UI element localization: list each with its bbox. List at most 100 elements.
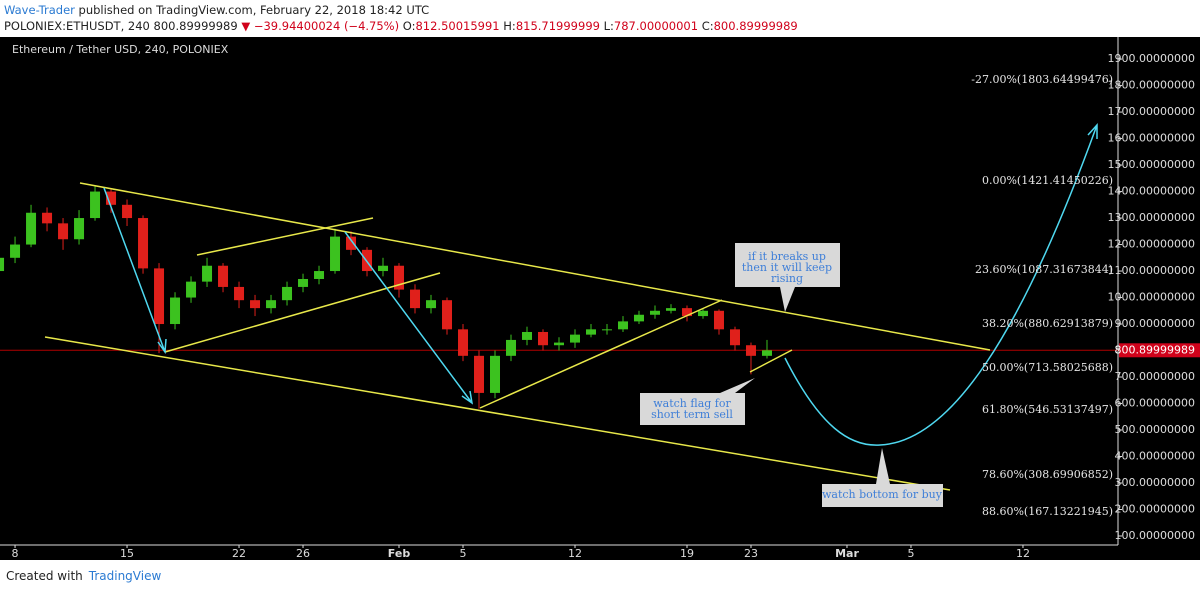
trend-line — [196, 217, 374, 256]
candle-body — [649, 310, 660, 315]
candle-body — [410, 289, 421, 309]
candle-body — [234, 286, 245, 301]
ohlc-value: 815.71999999 — [515, 19, 600, 33]
fib-level-label: -27.00%(1803.64499476) — [971, 73, 1113, 86]
candle-body — [250, 300, 261, 309]
candle-body — [490, 355, 501, 393]
x-tick-label: 22 — [232, 547, 246, 560]
candle-body — [617, 321, 628, 330]
candle-body — [394, 265, 405, 290]
ohlc-value: 787.00000001 — [613, 19, 699, 33]
fib-level-label: 23.60%(1087.31673844) — [975, 263, 1113, 276]
candle-body — [218, 265, 229, 287]
ohlc-label: H: — [503, 19, 516, 33]
brand[interactable]: TradingView — [88, 569, 162, 583]
chart: Ethereum / Tether USD, 240, POLONIEX 100… — [0, 37, 1200, 560]
price: 800.89999989 — [153, 19, 238, 33]
x-tick-label: 5 — [907, 547, 914, 560]
created-with: Created with — [6, 569, 83, 583]
y-tick-label: 1900.00000000 — [1108, 52, 1195, 65]
y-tick-label: 1800.00000000 — [1108, 79, 1195, 92]
candle-body — [282, 286, 293, 301]
chart-title: Ethereum / Tether USD, 240, POLONIEX — [12, 43, 229, 56]
candle-body — [601, 329, 612, 331]
y-tick-label: 1500.00000000 — [1108, 158, 1195, 171]
x-tick-label: 19 — [680, 547, 694, 560]
chart-background — [0, 37, 1200, 560]
arrow — [103, 187, 167, 355]
candle-body — [26, 212, 37, 245]
y-tick-label: 600.00000000 — [1115, 397, 1195, 410]
callout-box — [822, 448, 943, 507]
y-tick-label: 1200.00000000 — [1108, 238, 1195, 251]
y-tick-label: 200.00000000 — [1115, 502, 1195, 515]
candle-body — [522, 331, 533, 340]
candle-body — [378, 265, 389, 272]
callout-text: rising — [771, 272, 803, 285]
candle-body — [697, 310, 708, 317]
x-tick-label: 23 — [744, 547, 758, 560]
candle-body — [729, 329, 740, 346]
candle-body — [42, 212, 53, 224]
fib-level-label: 50.00%(713.58025688) — [982, 361, 1113, 374]
fib-level-label: 38.20%(880.62913879) — [982, 317, 1113, 330]
candle-body — [330, 236, 341, 272]
candle-body — [0, 257, 5, 272]
candle-body — [314, 271, 325, 279]
callout-box — [640, 378, 755, 425]
y-tick-label: 1300.00000000 — [1108, 211, 1195, 224]
x-tick-label: 15 — [120, 547, 134, 560]
candle-body — [106, 191, 117, 205]
candle-body — [10, 244, 21, 258]
candle-body — [426, 300, 437, 309]
trend-line — [479, 299, 723, 409]
y-tick-label: 900.00000000 — [1115, 317, 1195, 330]
y-tick-label: 100.00000000 — [1115, 529, 1195, 542]
candle-body — [761, 350, 772, 356]
candle-body — [474, 355, 485, 393]
candle-body — [298, 278, 309, 287]
candle-body — [58, 223, 69, 240]
candle-body — [170, 297, 181, 325]
candle-body — [90, 191, 101, 219]
callout-text: watch flag for — [653, 397, 731, 410]
last-price-box — [1119, 343, 1200, 358]
arrow — [344, 231, 474, 405]
drawings — [44, 123, 1098, 507]
candle-body — [458, 329, 469, 356]
published: published on TradingView.com, February 2… — [78, 3, 430, 17]
header: Wave-Trader published on TradingView.com… — [4, 2, 798, 34]
candle-body — [585, 329, 596, 335]
callout-text: if it breaks up — [748, 250, 826, 263]
change: −39.94400024 (−4.75%) — [253, 19, 400, 33]
candle-body — [713, 310, 724, 330]
ohlc-label: O: — [402, 19, 416, 33]
x-tick-label: 8 — [12, 547, 19, 560]
callout-text: then it will keep — [742, 261, 832, 274]
y-tick-label: 700.00000000 — [1115, 370, 1195, 383]
author[interactable]: Wave-Trader — [4, 3, 75, 17]
y-tick-label: 400.00000000 — [1115, 450, 1195, 463]
y-tick-label: 500.00000000 — [1115, 423, 1195, 436]
ohlc-value: 812.50015991 — [415, 19, 500, 33]
symbol: POLONIEX:ETHUSDT, 240 — [4, 19, 150, 33]
candle-body — [745, 345, 756, 356]
x-tick-label: 26 — [296, 547, 310, 560]
candle-body — [538, 331, 549, 346]
candle-body — [122, 204, 133, 219]
x-tick-label: 12 — [1016, 547, 1030, 560]
candle-body — [346, 236, 357, 250]
ohlc-value: 800.89999989 — [713, 19, 798, 33]
y-tick-label: 1600.00000000 — [1108, 132, 1195, 145]
candle-body — [442, 300, 453, 330]
fib-level-label: 0.00%(1421.41450226) — [982, 174, 1113, 187]
candle-body — [633, 314, 644, 322]
callout-text: watch bottom for buy — [822, 488, 943, 501]
ohlc-label: C: — [701, 19, 714, 33]
candle-body — [154, 268, 165, 325]
y-tick-label: 1100.00000000 — [1108, 264, 1195, 277]
y-tick-label: 1700.00000000 — [1108, 105, 1195, 118]
candle-body — [138, 218, 149, 269]
candle-body — [74, 218, 85, 240]
